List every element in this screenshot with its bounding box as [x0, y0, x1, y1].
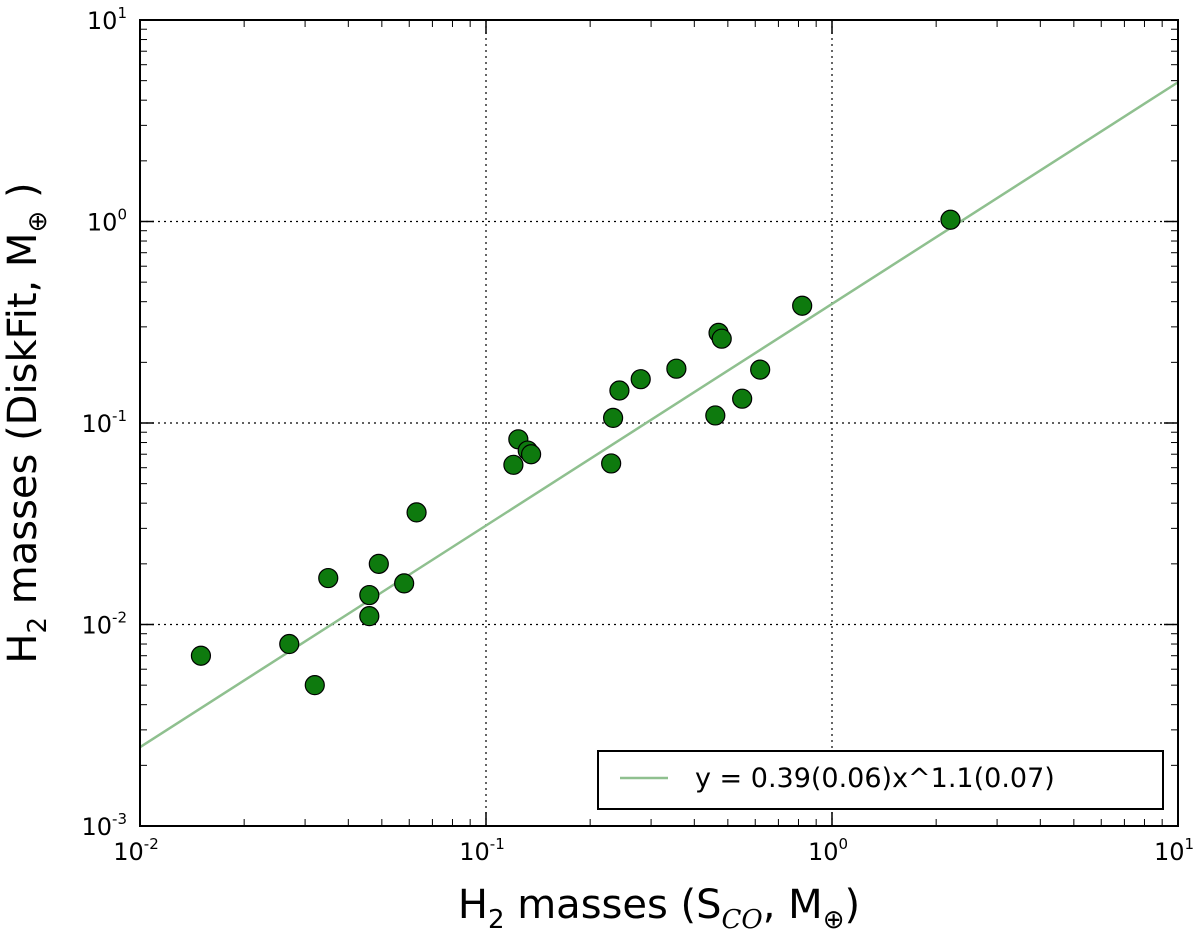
data-point — [503, 454, 524, 475]
data-point — [750, 359, 771, 380]
data-point — [359, 606, 380, 627]
data-point — [705, 405, 726, 426]
legend: y = 0.39(0.06)x^1.1(0.07) — [597, 750, 1164, 810]
grid-lines — [140, 20, 1178, 826]
data-point — [406, 502, 427, 523]
x-tick-label: 10-1 — [459, 835, 505, 866]
data-point — [603, 407, 624, 429]
x-axis-label: H2 masses (SCO, M⊕) — [458, 882, 860, 933]
data-point — [601, 453, 622, 474]
y-tick-label: 10-1 — [81, 407, 127, 438]
x-tick-label: 100 — [808, 835, 848, 866]
data-point — [666, 358, 687, 379]
x-tick-label: 10-2 — [113, 835, 159, 866]
data-point — [304, 675, 325, 696]
data-point — [732, 388, 753, 409]
y-tick-label: 100 — [87, 206, 127, 237]
data-point — [940, 209, 961, 230]
data-point — [359, 584, 380, 606]
legend-box — [597, 750, 1164, 810]
y-axis-label: H2 masses (DiskFit, M⊕ ) — [0, 182, 53, 663]
y-tick-label: 101 — [87, 4, 127, 35]
legend-label: y = 0.39(0.06)x^1.1(0.07) — [695, 763, 1055, 794]
fit-line — [139, 81, 1179, 749]
y-tick-label: 10-3 — [81, 810, 127, 841]
data-point — [318, 567, 339, 589]
data-point — [368, 553, 389, 574]
data-point — [609, 380, 630, 401]
data-point — [630, 369, 651, 390]
data-points — [190, 209, 961, 696]
fit-line-group — [139, 81, 1179, 749]
data-point — [190, 645, 212, 666]
data-point — [792, 295, 813, 316]
data-point — [520, 444, 542, 465]
data-point — [279, 633, 300, 655]
axis-ticks — [139, 19, 1179, 827]
y-tick-label: 10-2 — [81, 609, 127, 640]
x-tick-label: 101 — [1154, 835, 1194, 866]
data-point — [394, 573, 415, 594]
data-point — [711, 328, 732, 349]
